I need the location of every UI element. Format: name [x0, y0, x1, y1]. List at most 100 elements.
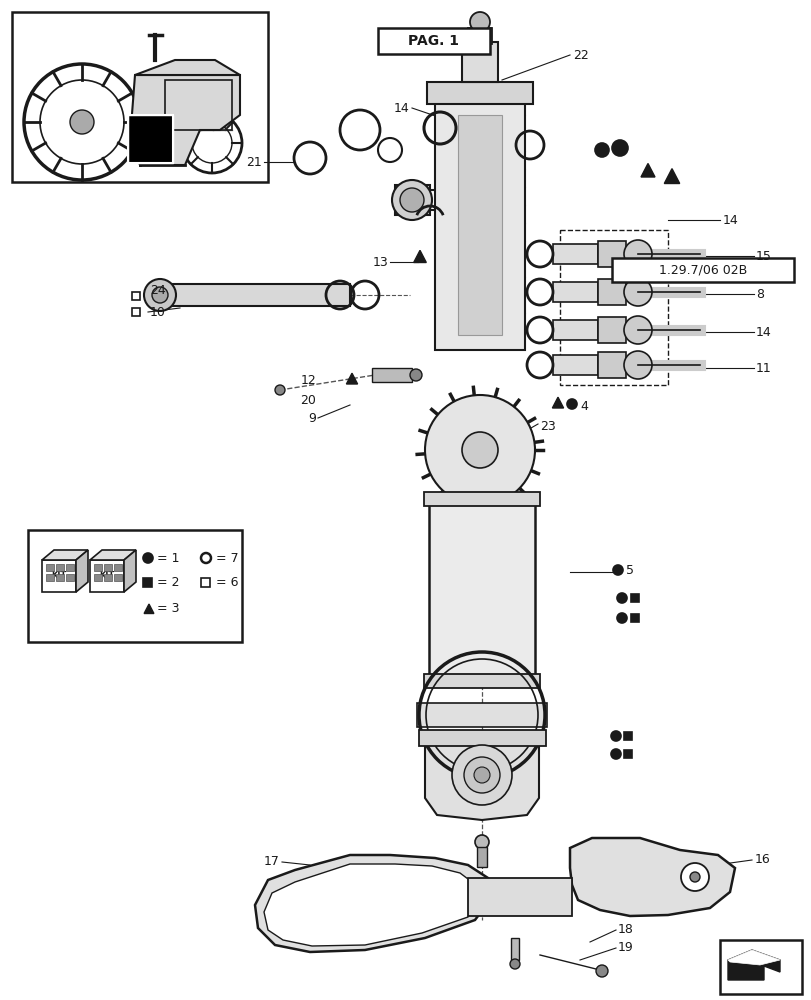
Bar — [552, 355, 597, 375]
Circle shape — [474, 835, 488, 849]
Bar — [560, 230, 667, 385]
Bar — [165, 80, 232, 130]
Bar — [150, 284, 350, 306]
Bar — [597, 241, 625, 267]
Bar — [510, 938, 518, 960]
Bar — [427, 82, 532, 104]
Bar — [552, 282, 597, 302]
Circle shape — [595, 965, 607, 977]
Bar — [66, 574, 74, 581]
Circle shape — [610, 749, 620, 759]
Bar — [423, 674, 539, 688]
Polygon shape — [76, 550, 88, 592]
Text: 10: 10 — [150, 306, 165, 318]
Circle shape — [610, 731, 620, 741]
Bar — [611, 258, 793, 282]
Bar — [623, 750, 631, 758]
Polygon shape — [130, 75, 240, 165]
Bar — [378, 28, 489, 54]
Circle shape — [152, 287, 168, 303]
Bar — [552, 244, 597, 264]
Circle shape — [400, 188, 423, 212]
Text: = 7: = 7 — [216, 552, 238, 564]
Text: KIT: KIT — [51, 572, 67, 580]
Bar — [128, 115, 173, 163]
Circle shape — [612, 565, 622, 575]
Circle shape — [424, 395, 534, 505]
Polygon shape — [727, 950, 779, 965]
Bar — [597, 317, 625, 343]
Text: 14: 14 — [393, 102, 409, 115]
Polygon shape — [90, 550, 135, 560]
Polygon shape — [569, 838, 734, 916]
Bar — [56, 574, 64, 581]
Circle shape — [463, 757, 500, 793]
Circle shape — [470, 12, 489, 32]
Polygon shape — [255, 855, 489, 952]
Text: 23: 23 — [539, 420, 555, 432]
Text: 16: 16 — [754, 853, 770, 866]
Bar — [104, 564, 112, 571]
Circle shape — [611, 140, 627, 156]
Bar — [144, 578, 152, 586]
Text: KIT: KIT — [99, 572, 114, 580]
Bar — [132, 308, 139, 316]
Text: 20: 20 — [300, 393, 315, 406]
Text: 9: 9 — [307, 412, 315, 424]
Circle shape — [594, 143, 608, 157]
Circle shape — [623, 240, 651, 268]
Text: 24: 24 — [150, 284, 165, 296]
Text: 17: 17 — [264, 855, 280, 868]
Text: = 2: = 2 — [157, 576, 179, 588]
Circle shape — [275, 385, 285, 395]
Bar — [418, 730, 545, 746]
Circle shape — [461, 432, 497, 468]
Text: = 1: = 1 — [157, 552, 179, 564]
Polygon shape — [135, 60, 240, 75]
Polygon shape — [42, 550, 88, 560]
Circle shape — [410, 369, 422, 381]
Bar — [417, 703, 547, 727]
Bar — [114, 574, 122, 581]
Text: 1.29.7/06 02B: 1.29.7/06 02B — [658, 263, 746, 276]
Bar — [597, 352, 625, 378]
Text: 22: 22 — [573, 49, 588, 62]
Bar — [104, 574, 112, 581]
Bar — [394, 185, 430, 215]
Bar — [467, 878, 571, 916]
Polygon shape — [124, 550, 135, 592]
Bar — [597, 279, 625, 305]
Bar — [552, 320, 597, 340]
Bar — [94, 574, 102, 581]
Bar — [42, 560, 76, 592]
Bar — [90, 560, 124, 592]
Text: PAG. 1: PAG. 1 — [408, 34, 459, 48]
Bar — [128, 115, 173, 163]
Text: 13: 13 — [371, 255, 388, 268]
Bar — [66, 564, 74, 571]
Circle shape — [474, 767, 489, 783]
Text: 11: 11 — [755, 361, 770, 374]
Text: 21: 21 — [246, 156, 262, 169]
Bar — [201, 578, 210, 586]
Circle shape — [144, 279, 176, 311]
Bar — [630, 614, 638, 622]
Circle shape — [689, 872, 699, 882]
Bar — [630, 594, 638, 602]
Bar — [114, 564, 122, 571]
Bar — [12, 12, 268, 182]
Polygon shape — [424, 740, 539, 820]
Text: = 3: = 3 — [157, 601, 179, 614]
Bar — [28, 530, 242, 642]
Bar — [467, 28, 491, 44]
Bar — [423, 492, 539, 506]
Bar — [132, 292, 139, 300]
Bar — [46, 574, 54, 581]
Bar — [719, 940, 801, 994]
Polygon shape — [413, 250, 426, 262]
Circle shape — [452, 745, 512, 805]
Bar — [457, 115, 501, 335]
Circle shape — [509, 959, 519, 969]
Polygon shape — [144, 604, 154, 613]
Bar — [94, 564, 102, 571]
